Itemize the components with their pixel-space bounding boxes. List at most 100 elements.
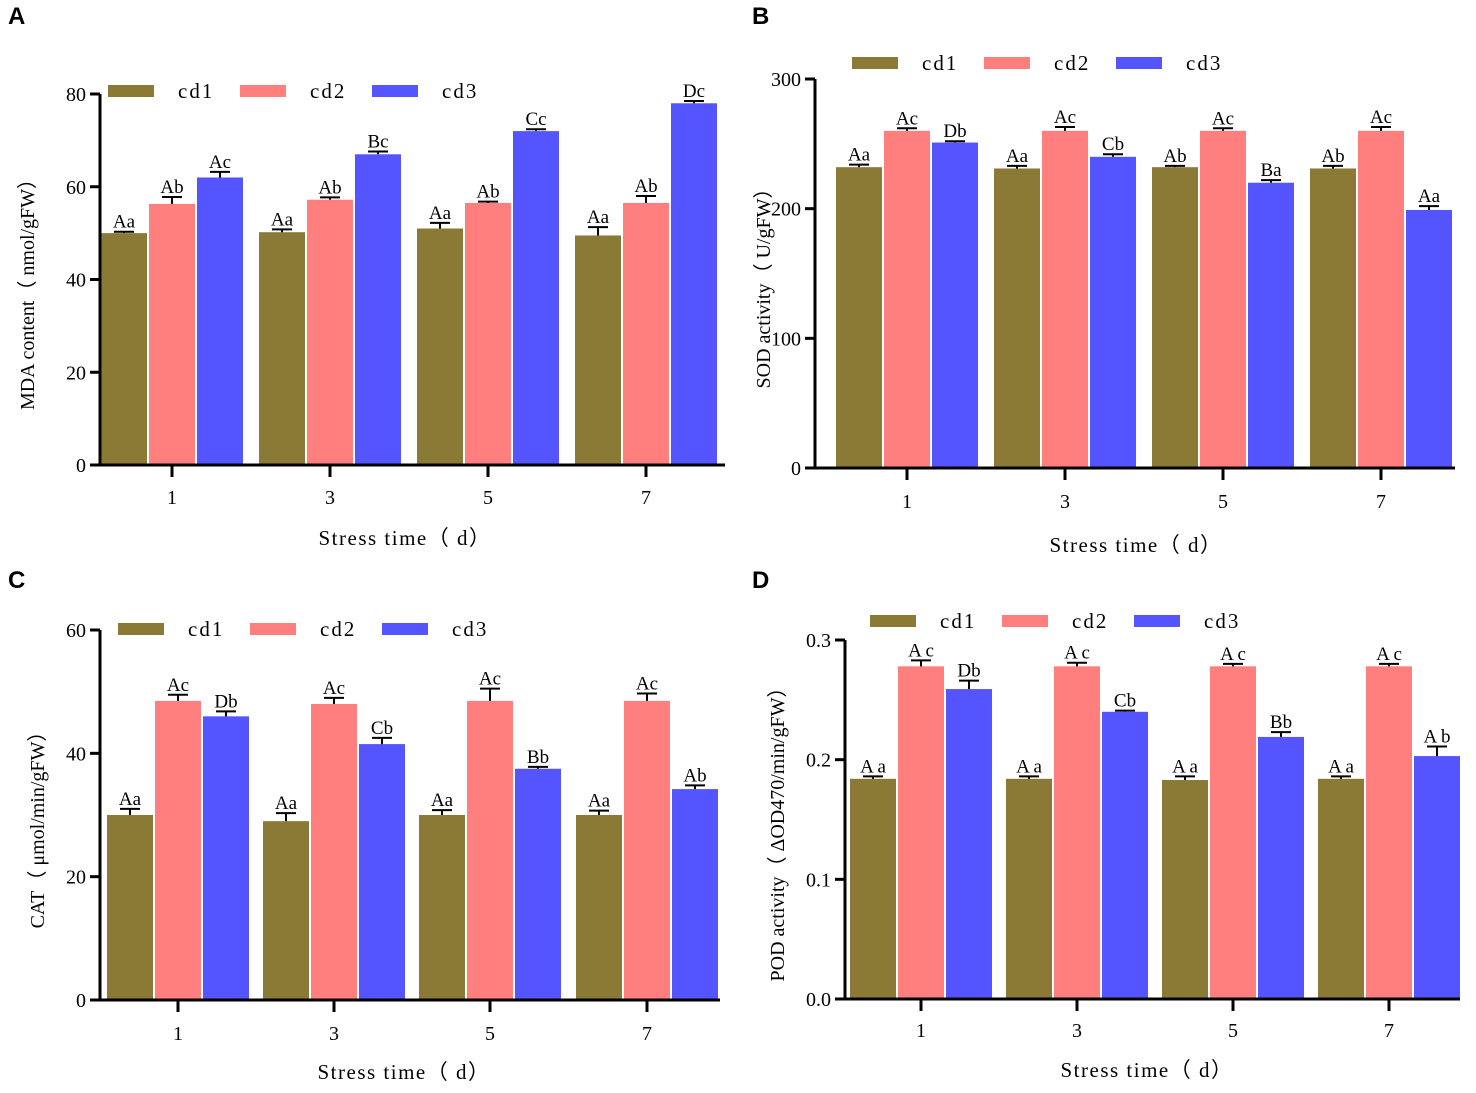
legend-swatch-cd1 bbox=[870, 615, 916, 627]
significance-label: A a bbox=[860, 756, 886, 777]
error-bar bbox=[1379, 662, 1399, 667]
legend-swatch-cd3 bbox=[1116, 57, 1162, 69]
bar-cd2-3 bbox=[307, 199, 353, 466]
significance-label: Bc bbox=[367, 132, 388, 153]
x-tick-label: 3 bbox=[1060, 491, 1070, 513]
significance-label: Aa bbox=[588, 791, 611, 812]
legend-label: cd2 bbox=[1054, 51, 1090, 75]
error-bar bbox=[1427, 745, 1447, 757]
significance-label: Aa bbox=[113, 212, 136, 233]
y-tick-label: 20 bbox=[66, 867, 86, 889]
bar-cd1-7 bbox=[576, 815, 622, 1000]
bar-cd1-5 bbox=[1152, 167, 1198, 468]
error-bar bbox=[1323, 164, 1343, 169]
significance-label: Ab bbox=[634, 176, 657, 197]
x-tick-label: 3 bbox=[1072, 1020, 1082, 1042]
y-tick-label: 0.3 bbox=[806, 630, 831, 652]
significance-label: Ac bbox=[167, 675, 189, 696]
x-axis-label: Stress time（ d） bbox=[1061, 1058, 1234, 1082]
significance-label: Bb bbox=[527, 747, 549, 768]
legend-swatch-cd3 bbox=[1134, 615, 1180, 627]
legend-label: cd1 bbox=[922, 51, 958, 75]
y-tick-label: 40 bbox=[66, 743, 86, 765]
significance-label: Cc bbox=[525, 109, 546, 130]
y-tick-label: 80 bbox=[66, 84, 86, 106]
bar-cd1-3 bbox=[263, 821, 309, 1000]
legend-label: cd2 bbox=[1072, 609, 1108, 633]
legend-swatch-cd2 bbox=[1002, 615, 1048, 627]
bar-cd3-1 bbox=[203, 716, 249, 1000]
bar-cd2-3 bbox=[1054, 666, 1100, 999]
x-tick-label: 7 bbox=[1376, 491, 1386, 513]
significance-label: A a bbox=[1328, 756, 1354, 777]
x-tick-label: 7 bbox=[642, 1023, 652, 1045]
significance-label: Aa bbox=[275, 793, 298, 814]
legend-label: cd2 bbox=[320, 617, 356, 641]
bar-cd2-7 bbox=[624, 700, 670, 1000]
error-bar bbox=[478, 200, 498, 203]
significance-label: Dc bbox=[683, 81, 705, 102]
legend-swatch-cd1 bbox=[852, 57, 898, 69]
error-bar bbox=[1055, 125, 1075, 131]
x-tick-label: 7 bbox=[1384, 1020, 1394, 1042]
error-bar bbox=[1223, 662, 1243, 667]
significance-label: Ac bbox=[323, 678, 345, 699]
error-bar bbox=[372, 736, 392, 745]
error-bar bbox=[911, 659, 931, 667]
legend-label: cd3 bbox=[1186, 51, 1222, 75]
error-bar bbox=[636, 195, 656, 203]
x-tick-label: 3 bbox=[325, 487, 335, 509]
error-bar bbox=[324, 696, 344, 704]
x-axis-label: Stress time（ d） bbox=[1050, 533, 1223, 557]
panel-A: A Aa Aa Aa Aa Ab Ab Ab Ab Ac Bc Cc Dc 0 20 40 60 80 1 3 5 7 St… bbox=[8, 3, 725, 550]
y-tick-label: 60 bbox=[66, 177, 86, 199]
significance-label: Db bbox=[214, 691, 237, 712]
x-tick-label: 1 bbox=[902, 491, 912, 513]
y-tick-label: 0 bbox=[76, 455, 86, 477]
y-tick-label: 40 bbox=[66, 270, 86, 292]
significance-label: Aa bbox=[119, 789, 142, 810]
error-bar bbox=[1331, 775, 1351, 779]
significance-label: Ab bbox=[1321, 146, 1344, 167]
bar-cd3-1 bbox=[946, 689, 992, 999]
bar-cd3-3 bbox=[1090, 156, 1136, 469]
panel-C: C Aa Aa Aa Aa Ac Ac Ac Ac Db Cb Bb Ab 0 20 40 60 1 3 5 7 Stre… bbox=[8, 567, 720, 1084]
bar-cd3-3 bbox=[355, 154, 401, 465]
error-bar bbox=[1261, 179, 1281, 183]
significance-label: Ac bbox=[1212, 108, 1234, 129]
bar-cd3-1 bbox=[932, 142, 978, 468]
panel-letter: D bbox=[752, 567, 769, 594]
significance-label: A a bbox=[1016, 756, 1042, 777]
y-axis-label: CAT（ μmol/min/gFW） bbox=[26, 722, 49, 929]
bar-cd1-7 bbox=[1310, 168, 1356, 468]
error-bar bbox=[528, 765, 548, 769]
bar-cd3-7 bbox=[1414, 756, 1460, 999]
y-tick-label: 0.2 bbox=[806, 750, 831, 772]
bar-cd2-3 bbox=[311, 704, 357, 1000]
legend-swatch-cd3 bbox=[382, 623, 428, 635]
error-bar bbox=[1067, 661, 1087, 667]
error-bar bbox=[1019, 775, 1039, 779]
error-bar bbox=[637, 692, 657, 701]
x-tick-label: 1 bbox=[173, 1023, 183, 1045]
x-tick-label: 5 bbox=[1218, 491, 1228, 513]
significance-label: Aa bbox=[848, 145, 871, 166]
significance-label: Db bbox=[943, 121, 966, 142]
legend-label: cd3 bbox=[442, 79, 478, 103]
significance-label: A a bbox=[1172, 756, 1198, 777]
bar-cd2-5 bbox=[465, 202, 511, 465]
error-bar bbox=[685, 784, 705, 790]
x-axis-label: Stress time（ d） bbox=[319, 526, 492, 550]
error-bar bbox=[1419, 205, 1439, 210]
panel-letter: A bbox=[8, 3, 25, 30]
panel-B: B Aa Aa Ab Ab Ac Ac Ac Ac Db Cb Ba Aa 0 100 200 300 1 3 5 7 S… bbox=[752, 3, 1455, 557]
error-bar bbox=[276, 812, 296, 822]
error-bar bbox=[432, 809, 452, 815]
x-tick-label: 1 bbox=[167, 487, 177, 509]
error-bar bbox=[480, 687, 500, 701]
bar-cd2-7 bbox=[1366, 666, 1412, 999]
bar-cd1-5 bbox=[1162, 780, 1208, 999]
significance-label: A c bbox=[908, 640, 934, 661]
significance-label: Ac bbox=[209, 152, 231, 173]
